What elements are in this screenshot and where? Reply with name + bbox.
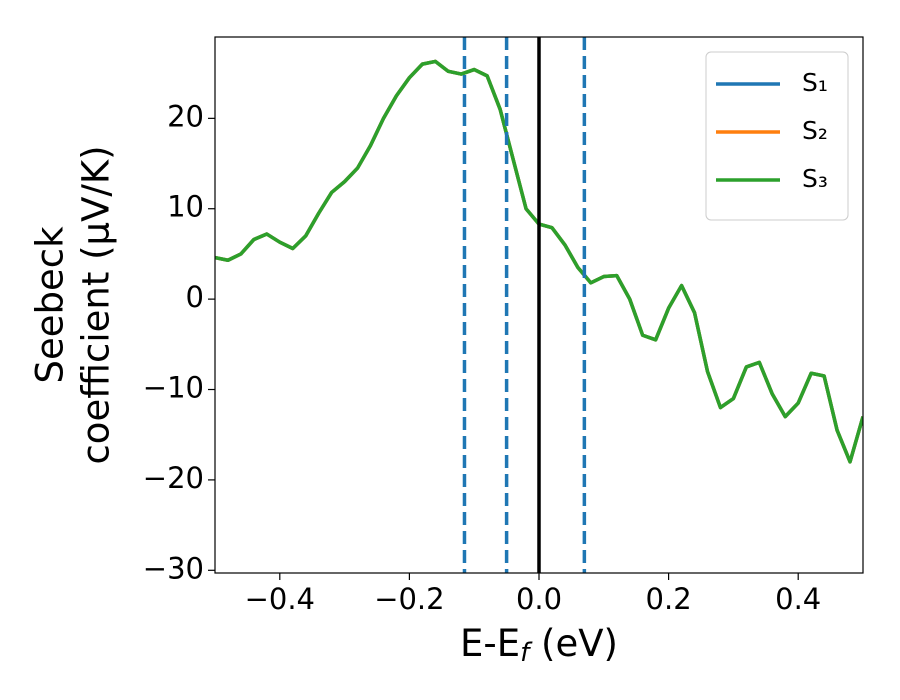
legend-box — [705, 51, 849, 221]
x-axis-label: E-Ef (eV) — [460, 622, 618, 668]
x-tick-label: 0.0 — [516, 582, 562, 616]
legend-label: S₃ — [802, 164, 828, 193]
x-tick-label: −0.2 — [374, 582, 444, 616]
y-tick-label: 0 — [186, 280, 204, 314]
y-axis-label: coefficient (μV/K) — [75, 145, 118, 464]
y-tick-label: 20 — [167, 99, 204, 133]
plot-area — [215, 37, 863, 573]
x-label-part: E-E — [460, 622, 520, 665]
x-tick-label: 0.4 — [775, 582, 821, 616]
legend-label: S₁ — [802, 68, 828, 97]
y-tick-label: −20 — [143, 461, 204, 495]
x-label-part: (eV) — [529, 622, 618, 665]
x-tick-label: 0.2 — [646, 582, 692, 616]
y-tick-label: 10 — [167, 190, 204, 224]
legend-label: S₂ — [802, 116, 828, 145]
y-tick-label: −10 — [143, 371, 204, 405]
x-tick-label: −0.4 — [245, 582, 315, 616]
y-axis-label: Seebeck — [29, 226, 72, 384]
axes-frame — [214, 36, 864, 574]
y-tick-label: −30 — [143, 551, 204, 585]
